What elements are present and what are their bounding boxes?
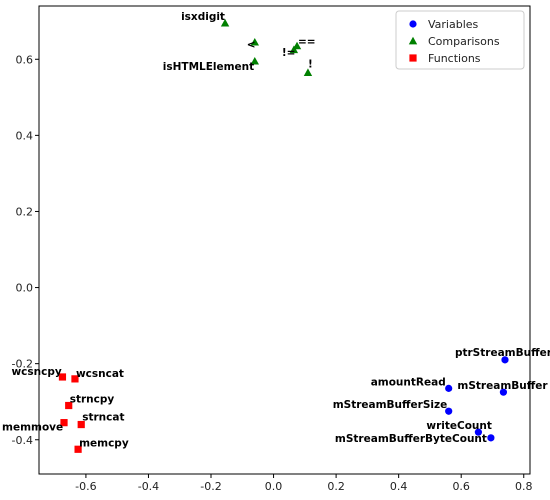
legend-label-functions: Functions <box>428 52 481 65</box>
legend: Variables Comparisons Functions <box>395 10 525 70</box>
y-tick-label: -0.2 <box>12 358 33 371</box>
point-label: writeCount <box>426 420 492 432</box>
plot-frame <box>38 5 531 475</box>
point-labels: ptrStreamBuffer amountRead mStreamBuffer mS… <box>2 11 550 449</box>
y-tick-label: 0.2 <box>16 205 34 218</box>
functions-point <box>71 375 79 383</box>
variables-point <box>474 428 482 436</box>
point-label: < <box>247 39 256 51</box>
point-label: == <box>298 36 316 48</box>
x-tick-label: 0.2 <box>327 480 345 493</box>
point-label: strncpy <box>70 394 115 406</box>
legend-box <box>395 10 525 70</box>
x-tick-label: 0.4 <box>390 480 408 493</box>
comparisons-point <box>303 68 313 76</box>
comparisons-point <box>292 41 302 50</box>
comparisons-point <box>250 37 259 46</box>
functions-point <box>65 401 73 410</box>
legend-marker-variables <box>409 20 417 28</box>
point-label: isxdigit <box>181 11 225 23</box>
legend-marker-comparisons <box>408 36 418 45</box>
variables-point <box>445 407 453 415</box>
data-points <box>58 18 509 453</box>
point-label: ! <box>308 59 313 71</box>
x-tick-label: 0.6 <box>452 480 470 493</box>
functions-point <box>60 419 68 427</box>
point-label: mStreamBuffer <box>457 380 548 392</box>
legend-marker-functions <box>409 54 417 62</box>
point-label: mStreamBufferByteCount <box>335 433 487 445</box>
comparisons-point <box>289 45 299 54</box>
comparisons-point <box>220 18 230 27</box>
point-label: memmove <box>2 422 63 434</box>
x-tick-label: -0.4 <box>138 480 159 493</box>
functions-point <box>74 445 82 453</box>
comparisons-point <box>250 56 259 65</box>
legend-label-comparisons: Comparisons <box>428 35 500 48</box>
axis-ticks: -0.6 -0.4 -0.2 0.0 0.2 0.4 0.6 0.8 -0.4 -0.2 0.0 0.… <box>12 53 533 493</box>
point-label: mStreamBufferSize <box>333 399 448 411</box>
y-tick-label: 0.6 <box>16 53 34 66</box>
point-label: amountRead <box>371 376 446 388</box>
point-label: wcsncpy <box>11 366 61 378</box>
variables-point <box>445 384 453 392</box>
functions-point <box>77 420 85 429</box>
variables-point <box>501 356 509 364</box>
variables-point <box>499 388 508 396</box>
point-label: memcpy <box>79 437 129 449</box>
functions-point <box>58 373 67 381</box>
x-tick-label: -0.6 <box>75 480 96 493</box>
point-label: wcsncat <box>76 368 124 380</box>
y-tick-label: 0.0 <box>16 282 34 295</box>
x-tick-label: 0.0 <box>265 480 283 493</box>
x-tick-label: -0.2 <box>200 480 221 493</box>
point-label: strncat <box>82 412 124 424</box>
legend-label-variables: Variables <box>428 18 479 31</box>
x-tick-label: 0.8 <box>515 480 533 493</box>
y-tick-label: -0.4 <box>12 434 33 447</box>
point-label: isHTMLElement <box>163 61 254 73</box>
point-label: != <box>282 47 296 59</box>
point-label: ptrStreamBuffer <box>455 347 550 359</box>
variables-point <box>487 434 495 442</box>
y-tick-label: 0.4 <box>16 129 34 142</box>
